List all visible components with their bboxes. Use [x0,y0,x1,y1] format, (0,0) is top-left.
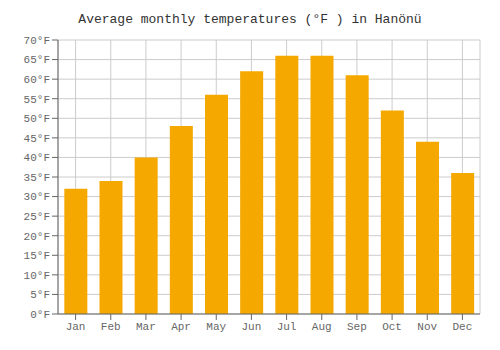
svg-text:45°F: 45°F [24,133,50,145]
svg-text:Nov: Nov [417,321,437,333]
svg-text:Sep: Sep [347,321,367,333]
svg-text:Apr: Apr [171,321,191,333]
svg-text:25°F: 25°F [24,211,50,223]
svg-text:20°F: 20°F [24,231,50,243]
svg-text:Mar: Mar [136,321,156,333]
svg-text:30°F: 30°F [24,191,50,203]
svg-text:10°F: 10°F [24,270,50,282]
html-text:Average monthly temperatures (: Average monthly temperatures (°F ) in Ha… [78,12,422,27]
svg-text:Aug: Aug [312,321,332,333]
svg-text:Oct: Oct [382,321,402,333]
svg-text:15°F: 15°F [24,250,50,262]
svg-text:50°F: 50°F [24,113,50,125]
svg-text:35°F: 35°F [24,172,50,184]
svg-text:Feb: Feb [101,321,121,333]
svg-text:Jun: Jun [242,321,262,333]
svg-text:0°F: 0°F [30,309,50,321]
svg-text:Jan: Jan [66,321,86,333]
svg-text:65°F: 65°F [24,54,50,66]
svg-text:70°F: 70°F [24,35,50,47]
svg-text:May: May [206,321,226,333]
svg-text:40°F: 40°F [24,152,50,164]
svg-text:55°F: 55°F [24,94,50,106]
svg-text:Dec: Dec [453,321,473,333]
svg-text:60°F: 60°F [24,74,50,86]
svg-text:Jul: Jul [277,321,297,333]
svg-text:5°F: 5°F [30,289,50,301]
